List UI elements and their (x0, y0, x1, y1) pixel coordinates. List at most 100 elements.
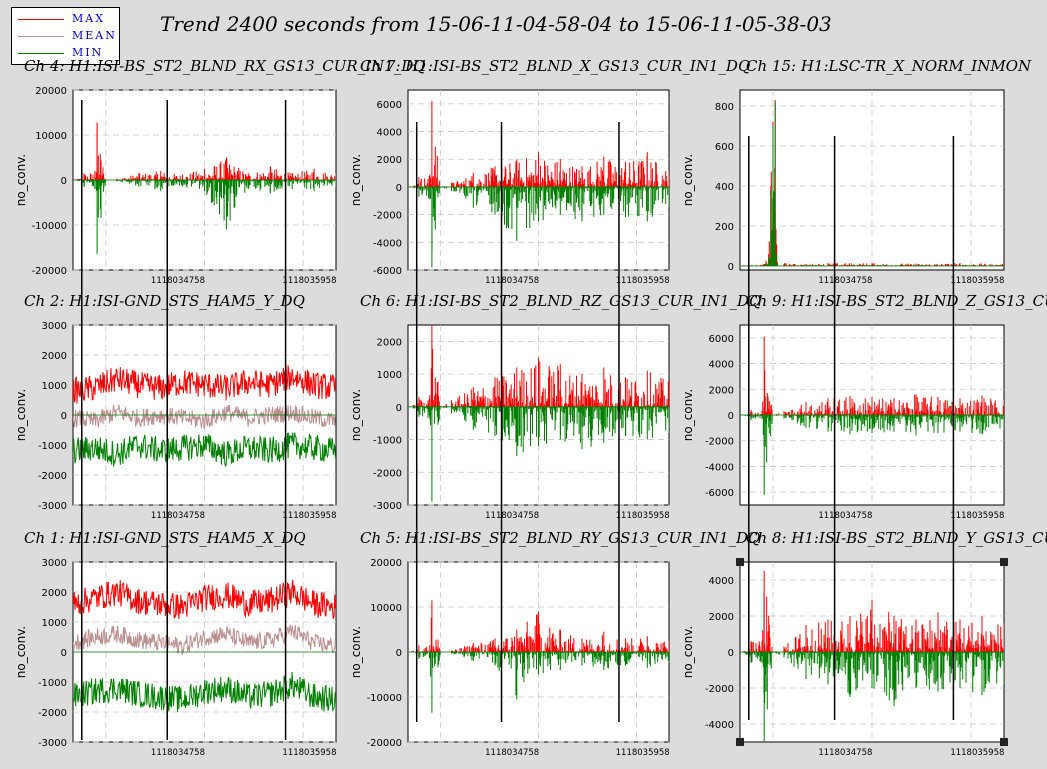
y-axis-label: no_conv. (681, 154, 695, 206)
selection-handle[interactable] (736, 558, 744, 566)
y-tick-label: -2000 (38, 471, 67, 482)
y-tick-label: -6000 (705, 488, 734, 499)
y-tick-label: 0 (61, 411, 67, 422)
y-tick-label: 0 (728, 262, 734, 273)
x-tick-label: 1118034758 (485, 276, 539, 286)
selection-handle[interactable] (1000, 558, 1008, 566)
chart-panel-4: Ch 2: H1:ISI-GND_STS_HAM5_Y_DQ 3000 2000 10… (14, 292, 337, 521)
x-tick-label: 1118035958 (616, 511, 670, 521)
chart-title: Ch 7: H1:ISI-BS_ST2_BLND_X_GS13_CUR_IN1_… (360, 57, 750, 75)
series-group (740, 336, 1004, 495)
x-tick-label: 1118035958 (282, 511, 336, 521)
x-tick-label: 1118034758 (818, 276, 872, 286)
series-group (73, 365, 336, 467)
y-tick-label: -2000 (38, 708, 67, 719)
chart-title: Ch 5: H1:ISI-BS_ST2_BLND_RY_GS13_CUR_IN1… (360, 529, 760, 547)
chart-title: Ch 6: H1:ISI-BS_ST2_BLND_RZ_GS13_CUR_IN1… (360, 292, 761, 310)
series-group (408, 101, 669, 268)
series-min (73, 671, 336, 712)
y-tick-label: 20000 (370, 558, 402, 569)
y-tick-label: 1000 (42, 618, 67, 629)
legend-swatch-max (18, 19, 64, 20)
chart-title: Ch 1: H1:ISI-GND_STS_HAM5_X_DQ (24, 529, 306, 547)
y-tick-label: -1000 (38, 441, 67, 452)
y-tick-label: 3000 (42, 321, 67, 332)
x-tick-label: 1118034758 (151, 511, 205, 521)
y-tick-label: 4000 (709, 360, 734, 371)
y-tick-label: -2000 (373, 211, 402, 222)
chart-title: Ch 8: H1:ISI-BS_ST2_BLND_Y_GS13_CUR_IN1_… (746, 529, 1047, 547)
chart-panel-1: Ch 4: H1:ISI-BS_ST2_BLND_RX_GS13_CUR_IN1… (14, 57, 426, 286)
legend-swatch-min (18, 53, 64, 54)
series-max (73, 579, 336, 620)
y-tick-label: 6000 (709, 334, 734, 345)
legend-label-mean: MEAN (72, 29, 117, 42)
chart-title: Ch 4: H1:ISI-BS_ST2_BLND_RX_GS13_CUR_IN1… (24, 57, 426, 75)
legend-swatch-mean (18, 36, 64, 37)
selection-handle[interactable] (736, 738, 744, 746)
y-tick-label: -3000 (38, 738, 67, 749)
y-tick-label: 200 (715, 222, 734, 233)
y-tick-label: -10000 (32, 221, 67, 232)
x-tick-label: 1118034758 (818, 511, 872, 521)
series-min (74, 180, 336, 255)
y-tick-label: 10000 (370, 603, 402, 614)
chart-panel-9: Ch 8: H1:ISI-BS_ST2_BLND_Y_GS13_CUR_IN1_… (681, 529, 1047, 758)
y-tick-label: -20000 (367, 738, 402, 749)
y-tick-label: 0 (396, 648, 402, 659)
x-tick-label: 1118034758 (485, 748, 539, 758)
y-tick-label: 6000 (377, 100, 402, 111)
y-tick-label: 2000 (42, 588, 67, 599)
series-group (73, 579, 336, 712)
legend-label-min: MIN (72, 46, 104, 59)
y-tick-label: -3000 (373, 501, 402, 512)
y-tick-label: -4000 (705, 720, 734, 731)
x-tick-label: 1118034758 (151, 748, 205, 758)
y-tick-label: 1000 (42, 381, 67, 392)
y-tick-label: 4000 (709, 576, 734, 587)
x-tick-label: 1118034758 (818, 748, 872, 758)
y-tick-label: 1000 (377, 370, 402, 381)
y-tick-label: 600 (715, 142, 734, 153)
y-tick-label: -2000 (705, 437, 734, 448)
chart-panel-3: Ch 15: H1:LSC-TR_X_NORM_INMON 800 600 400 20… (681, 57, 1032, 286)
y-tick-label: -4000 (373, 238, 402, 249)
x-tick-label: 1118035958 (950, 748, 1004, 758)
y-tick-label: -3000 (38, 501, 67, 512)
main-title: Trend 2400 seconds from 15-06-11-04-58-0… (160, 12, 832, 36)
chart-panel-5: Ch 6: H1:ISI-BS_ST2_BLND_RZ_GS13_CUR_IN1… (349, 292, 761, 521)
y-tick-label: -6000 (373, 266, 402, 277)
y-tick-label: -10000 (367, 693, 402, 704)
series-min (73, 432, 336, 467)
selection-handle[interactable] (1000, 738, 1008, 746)
y-tick-label: 2000 (709, 612, 734, 623)
y-axis-label: no_conv. (349, 626, 363, 678)
y-tick-label: 0 (61, 176, 67, 187)
y-tick-label: -1000 (38, 678, 67, 689)
y-tick-label: 0 (728, 648, 734, 659)
x-tick-label: 1118034758 (485, 511, 539, 521)
y-axis-label: no_conv. (681, 389, 695, 441)
y-tick-label: 800 (715, 102, 734, 113)
y-tick-label: 2000 (709, 385, 734, 396)
y-axis-label: no_conv. (14, 389, 28, 441)
y-tick-label: -2000 (373, 468, 402, 479)
legend-item-min: MIN (12, 46, 119, 61)
series-max (73, 365, 336, 404)
legend: MAX MEAN MIN (11, 7, 120, 65)
legend-label-max: MAX (72, 12, 106, 25)
x-tick-label: 1118035958 (950, 276, 1004, 286)
chart-title: Ch 2: H1:ISI-GND_STS_HAM5_Y_DQ (24, 292, 305, 310)
y-axis-label: no_conv. (14, 626, 28, 678)
x-tick-label: 1118035958 (616, 276, 670, 286)
y-tick-label: 4000 (377, 128, 402, 139)
chart-panel-6: Ch 9: H1:ISI-BS_ST2_BLND_Z_GS13_CUR_IN1_… (681, 292, 1047, 521)
y-tick-label: -1000 (373, 436, 402, 447)
chart-title: Ch 15: H1:LSC-TR_X_NORM_INMON (746, 57, 1032, 75)
y-tick-label: 10000 (35, 131, 67, 142)
legend-item-max: MAX (12, 12, 119, 27)
y-tick-label: 0 (396, 183, 402, 194)
y-tick-label: -2000 (705, 684, 734, 695)
legend-item-mean: MEAN (12, 29, 119, 44)
x-tick-label: 1118035958 (282, 748, 336, 758)
